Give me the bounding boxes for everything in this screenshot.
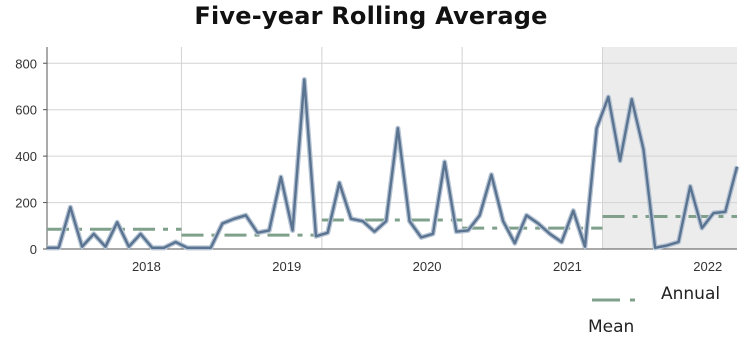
legend-label-line2: Mean [588, 317, 635, 337]
x-tick-label-2020: 2020 [413, 259, 442, 274]
y-tick-label-0: 0 [30, 242, 37, 257]
legend: Annual Mean [588, 284, 738, 342]
series-line [47, 78, 739, 250]
y-tick-label-600: 600 [15, 103, 37, 118]
y-tick-labels: 0 200 400 600 800 [15, 56, 37, 257]
y-tick-label-400: 400 [15, 149, 37, 164]
x-tick-label-2021: 2021 [553, 259, 582, 274]
x-tick-labels: 2018 2019 2020 2021 2022 [132, 259, 722, 274]
x-tick-label-2019: 2019 [272, 259, 301, 274]
x-tick-label-2018: 2018 [132, 259, 161, 274]
x-tick-label-2022: 2022 [693, 259, 722, 274]
y-tick-label-800: 800 [15, 56, 37, 71]
y-tick-label-200: 200 [15, 196, 37, 211]
legend-label-line1: Annual [661, 284, 721, 304]
legend-swatch-annual-mean [592, 298, 635, 302]
monthly-series [47, 77, 740, 251]
chart-title: Five-year Rolling Average [194, 2, 548, 30]
